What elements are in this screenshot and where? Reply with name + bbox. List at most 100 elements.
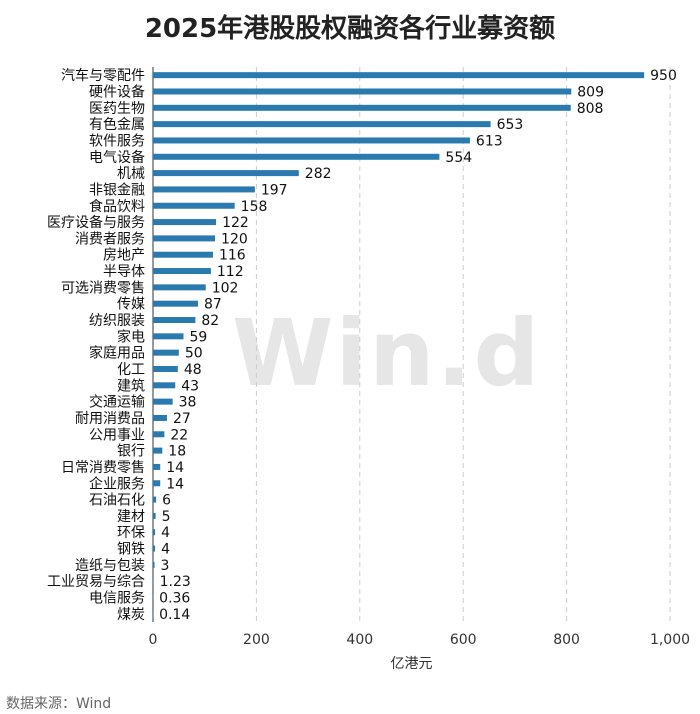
bar [153, 72, 645, 79]
category-label: 电信服务 [89, 591, 145, 607]
value-label: 14 [166, 476, 184, 492]
value-label: 48 [184, 362, 202, 378]
bar [153, 463, 161, 470]
value-label: 6 [162, 493, 171, 509]
category-label: 机械 [117, 166, 145, 182]
category-label: 非银金融 [89, 182, 145, 198]
category-label: 化工 [117, 362, 145, 378]
category-label: 医药生物 [89, 101, 145, 117]
value-label: 0.14 [159, 607, 190, 623]
category-label: 房地产 [103, 248, 145, 264]
category-label: 家庭用品 [89, 345, 145, 362]
category-label: 汽车与零配件 [61, 67, 145, 84]
category-label: 耐用消费品 [75, 411, 145, 427]
bar [153, 333, 184, 340]
value-label: 3 [161, 558, 170, 574]
x-tick-label: 600 [450, 632, 477, 648]
bar [153, 300, 198, 307]
value-label: 116 [219, 248, 246, 264]
chart-title: 2025年港股股权融资各行业募资额 [144, 14, 556, 44]
category-label: 传媒 [117, 297, 145, 313]
category-label: 造纸与包装 [75, 558, 145, 574]
wind-watermark: Win.d [232, 300, 542, 407]
category-label: 石油石化 [89, 493, 145, 509]
bar [153, 251, 213, 258]
x-tick-label: 1,000 [650, 632, 690, 648]
value-label: 950 [650, 68, 677, 84]
value-label: 43 [181, 378, 199, 394]
value-label: 38 [179, 395, 197, 411]
data-source-note: 数据来源：Wind [6, 696, 112, 712]
value-label: 613 [476, 133, 503, 149]
value-label: 282 [305, 166, 332, 182]
category-label: 煤炭 [117, 607, 145, 623]
value-label: 120 [221, 231, 248, 247]
category-label: 医疗设备与服务 [47, 214, 145, 231]
bar [153, 496, 157, 503]
category-label: 建材 [117, 509, 145, 525]
value-label: 14 [166, 460, 184, 476]
category-label: 工业贸易与综合 [47, 574, 145, 590]
value-label: 4 [161, 525, 170, 541]
value-label: 18 [168, 444, 186, 460]
bar [153, 561, 155, 568]
value-label: 27 [173, 411, 191, 427]
category-label: 交通运输 [89, 394, 145, 411]
bar [153, 594, 154, 601]
bar [153, 268, 211, 275]
x-axis-title: 亿港元 [391, 656, 433, 672]
category-label: 可选消费零售 [61, 280, 145, 296]
bar [153, 398, 173, 405]
category-label: 公用事业 [89, 427, 145, 443]
x-tick-label: 800 [553, 632, 580, 648]
bar [153, 529, 156, 536]
value-label: 158 [241, 199, 268, 215]
bar [153, 186, 255, 193]
value-label: 112 [217, 264, 244, 280]
bar [153, 317, 196, 324]
value-label: 50 [185, 346, 203, 362]
bar [153, 88, 572, 95]
value-label: 0.36 [159, 591, 190, 607]
category-label: 软件服务 [89, 133, 145, 149]
x-tick-label: 0 [149, 632, 158, 648]
value-label: 554 [445, 150, 472, 166]
value-label: 809 [577, 84, 604, 100]
category-label: 建筑 [117, 378, 145, 394]
bar [153, 480, 161, 487]
bar [153, 431, 165, 438]
bar [153, 610, 154, 617]
bar [153, 153, 440, 160]
category-label: 有色金属 [89, 116, 145, 133]
category-label: 半导体 [103, 264, 145, 280]
value-label: 82 [201, 313, 219, 329]
category-label: 企业服务 [89, 475, 145, 492]
bar [153, 219, 217, 226]
category-label: 消费者服务 [75, 231, 145, 247]
category-label: 电气设备 [89, 149, 145, 166]
category-label: 日常消费零售 [61, 460, 145, 476]
bar [153, 104, 571, 111]
value-label: 22 [170, 427, 188, 443]
bar [153, 578, 154, 585]
bar [153, 121, 491, 128]
bar [153, 365, 178, 372]
value-label: 4 [161, 542, 170, 558]
category-label: 钢铁 [117, 542, 145, 558]
value-label: 197 [261, 182, 288, 198]
x-tick-label: 200 [243, 632, 270, 648]
value-label: 102 [212, 280, 239, 296]
category-label: 银行 [117, 444, 145, 460]
bar [153, 170, 299, 177]
bar [153, 235, 216, 242]
category-label: 纺织服装 [89, 313, 145, 329]
bar [153, 284, 206, 291]
bar [153, 349, 179, 356]
bar [153, 382, 176, 389]
bar [153, 512, 156, 519]
bar [153, 545, 156, 552]
value-label: 87 [204, 297, 222, 313]
bar [153, 447, 163, 454]
bar [153, 414, 167, 421]
